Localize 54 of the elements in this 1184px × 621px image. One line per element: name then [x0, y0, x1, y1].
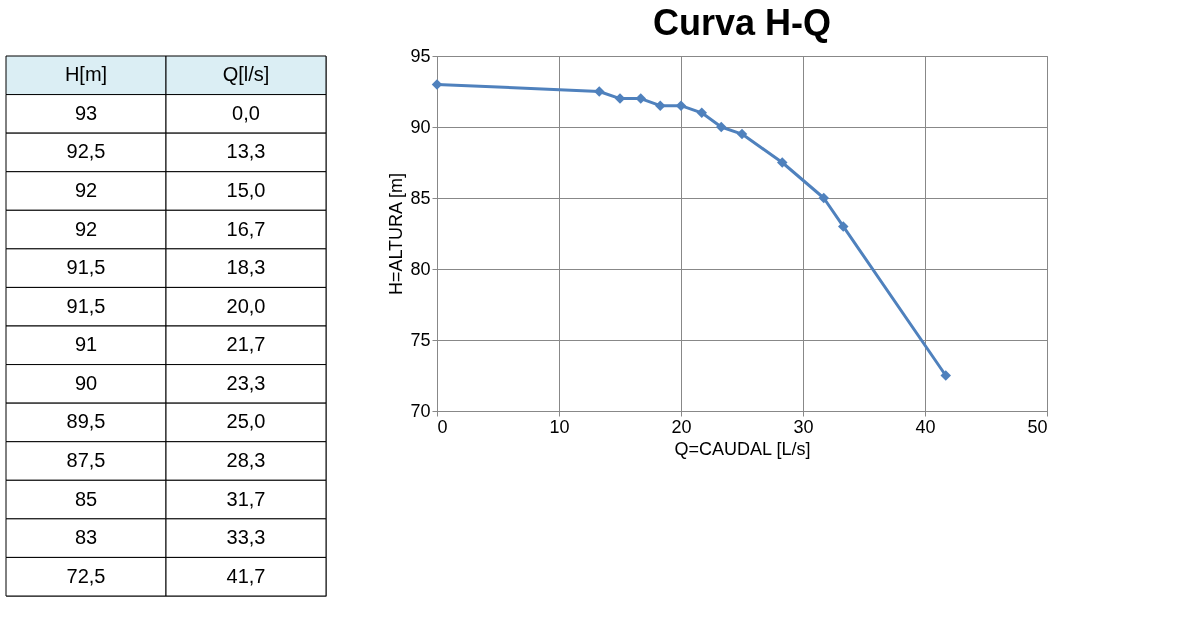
text: 89,5: [66, 410, 106, 433]
y-axis-title: H=ALTURA [m]: [386, 172, 407, 296]
point: [594, 86, 605, 97]
x-tick-label: 40: [915, 416, 936, 437]
x-tick-label: 50: [1027, 416, 1048, 437]
text: 28,3: [226, 449, 266, 471]
text: 31,7: [226, 487, 266, 510]
x-tick-label: 30: [793, 416, 814, 437]
x-tick-label: 20: [671, 416, 692, 437]
y-tick-label: 95: [410, 45, 431, 66]
point: [675, 100, 687, 111]
y-tick-label: 90: [410, 116, 431, 137]
text: 23,3: [226, 371, 266, 394]
y-tick-label: 75: [410, 329, 431, 350]
point: [655, 100, 666, 111]
point: [818, 192, 829, 204]
text: 83: [74, 526, 98, 549]
y-tick-label: 85: [410, 187, 431, 208]
text: 93: [74, 101, 98, 124]
text: 91,5: [66, 256, 106, 279]
text: 20,0: [226, 294, 266, 317]
x-tick-label: 0: [437, 416, 448, 437]
text: 92: [74, 217, 98, 240]
text: 13,3: [226, 140, 266, 163]
text: 0,0: [232, 101, 260, 124]
point: [777, 157, 788, 168]
text: Q[l/s]: [222, 63, 270, 86]
x-tick-label: 10: [549, 416, 570, 437]
text: 21,7: [226, 333, 266, 356]
text: 87,5: [66, 449, 106, 471]
text: 85: [74, 487, 98, 510]
text: 33,3: [226, 526, 266, 549]
y-tick-label: 70: [410, 400, 431, 421]
y-tick-label: 80: [410, 258, 431, 279]
point: [431, 79, 443, 90]
point: [736, 128, 748, 140]
text: 92,5: [66, 140, 106, 163]
text: 90: [74, 371, 98, 394]
text: 72,5: [66, 564, 106, 587]
text: 18,3: [226, 256, 266, 279]
text: 91: [74, 333, 98, 356]
chart-title: Curva H-Q: [652, 2, 832, 43]
text: 16,7: [226, 217, 266, 240]
x-axis-title: Q=CAUDAL [L/s]: [674, 438, 811, 459]
point: [716, 121, 727, 133]
point: [696, 107, 707, 119]
text: 91,5: [66, 294, 106, 317]
text: 15,0: [226, 179, 266, 201]
point: [940, 370, 951, 381]
text: 41,7: [226, 564, 266, 587]
point: [838, 221, 849, 232]
text: H[m]: [64, 63, 108, 86]
text: 25,0: [226, 410, 266, 433]
text: 92: [74, 179, 98, 201]
